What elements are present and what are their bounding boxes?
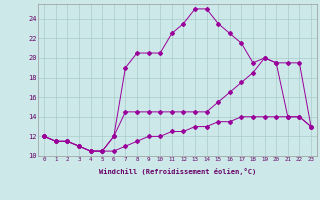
X-axis label: Windchill (Refroidissement éolien,°C): Windchill (Refroidissement éolien,°C) — [99, 168, 256, 175]
